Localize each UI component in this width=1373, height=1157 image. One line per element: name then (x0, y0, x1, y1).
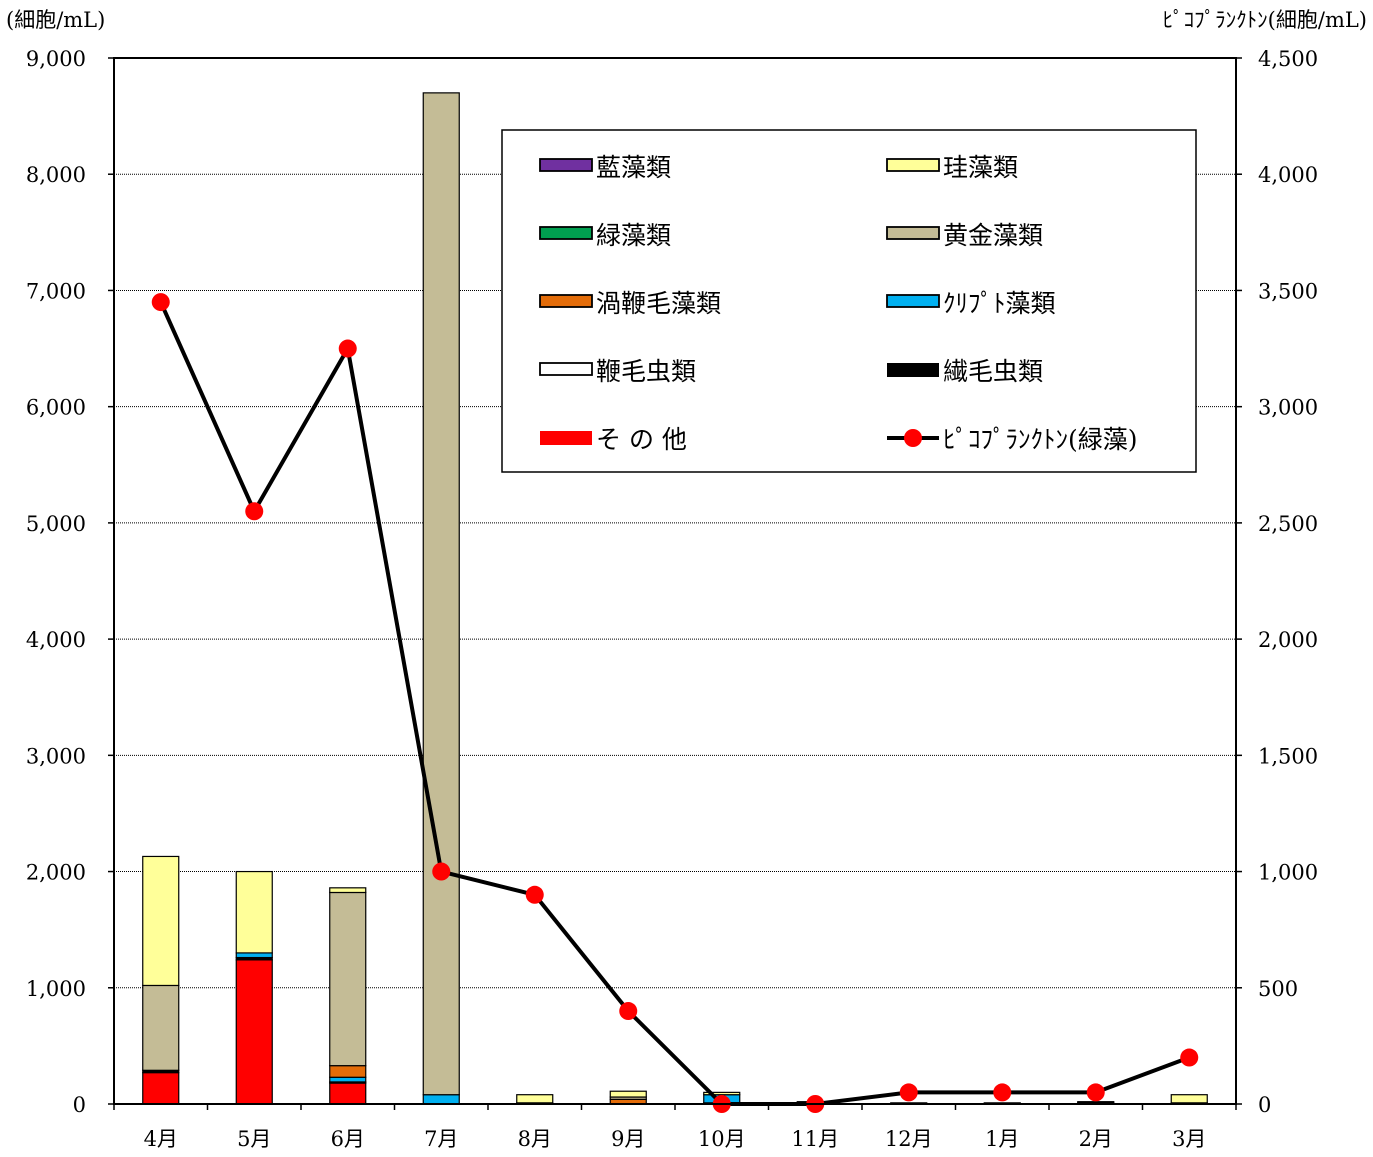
picoplankton-line (158, 301, 1190, 1106)
legend-swatch (887, 363, 939, 377)
right-axis-tick-label: 1,000 (1258, 861, 1318, 885)
legend-swatch (539, 294, 593, 308)
bar-segment (609, 1090, 647, 1098)
x-axis-tick-label: 6月 (331, 1127, 365, 1151)
right-axis-tick-label: 0 (1258, 1093, 1271, 1117)
legend-box (501, 129, 1197, 473)
bar-segment (329, 891, 367, 1067)
x-axis-tick-label: 5月 (237, 1127, 271, 1151)
legend-swatch (539, 226, 593, 240)
bar-segment (235, 959, 273, 1105)
x-axis-tick-label: 9月 (611, 1127, 645, 1151)
bar-segment (422, 1094, 460, 1105)
picoplankton-point (338, 339, 357, 358)
bar-segment (422, 92, 460, 1096)
bar-segment (235, 870, 273, 954)
bar-segment (329, 887, 367, 894)
bar-segment (329, 1082, 367, 1105)
picoplankton-point (619, 1002, 638, 1021)
left-axis-tick-label: 3,000 (26, 744, 86, 768)
left-axis-tick-label: 2,000 (26, 861, 86, 885)
axes: 0 1,000 2,000 3,000 4,000 5,000 6,000 7,000 8,00… (26, 47, 1318, 1151)
x-axis-tick-label: 4月 (144, 1127, 178, 1151)
left-axis-tick-label: 8,000 (26, 163, 86, 187)
legend-label: 藍藻類 (596, 153, 671, 182)
left-axis-tick-label: 4,000 (26, 628, 86, 652)
legend-swatch (539, 158, 593, 172)
legend-label: 緑藻類 (596, 221, 671, 250)
bar-segment (142, 984, 180, 1071)
bar-segment (142, 1072, 180, 1105)
x-axis-tick-label: 11月 (791, 1127, 839, 1151)
legend-label: 黄金藻類 (943, 221, 1043, 250)
legend-label: 珪藻類 (943, 153, 1018, 182)
right-axis-tick-label: 3,500 (1258, 279, 1318, 303)
line-layer (151, 293, 1199, 1113)
bars (142, 92, 1208, 1105)
legend-marker (904, 429, 922, 447)
right-axis-tick-label: 4,000 (1258, 163, 1318, 187)
x-axis-tick-label: 2月 (1079, 1127, 1113, 1151)
x-axis-tick-label: 8月 (518, 1127, 552, 1151)
picoplankton-point (899, 1083, 918, 1102)
left-axis-tick-label: 0 (73, 1093, 86, 1117)
x-axis-tick-label: 12月 (885, 1127, 933, 1151)
legend-swatch (886, 158, 940, 172)
x-axis-tick-label: 1月 (985, 1127, 1019, 1151)
picoplankton-point (525, 885, 544, 904)
right-axis-tick-label: 3,000 (1258, 396, 1318, 420)
x-axis-tick-label: 7月 (424, 1127, 458, 1151)
left-axis-tick-label: 7,000 (26, 279, 86, 303)
legend-swatch (886, 226, 940, 240)
right-axis-tick-label: 4,500 (1258, 47, 1318, 71)
legend-label: 渦鞭毛藻類 (596, 289, 721, 318)
bar-segment (235, 952, 273, 959)
left-axis-tick-label: 5,000 (26, 512, 86, 536)
left-axis-tick-label: 6,000 (26, 396, 86, 420)
picoplankton-point (245, 502, 264, 521)
bar-segment (1170, 1094, 1208, 1104)
bar-segment (1077, 1101, 1115, 1104)
right-axis-tick-label: 1,500 (1258, 744, 1318, 768)
left-axis-unit-label: (細胞/mL) (6, 8, 106, 32)
picoplankton-point (1086, 1083, 1105, 1102)
x-axis-tick-label: 10月 (698, 1127, 746, 1151)
bar-segment (329, 1076, 367, 1083)
left-axis-tick-label: 1,000 (26, 977, 86, 1001)
legend-label: 鞭毛虫類 (596, 357, 696, 386)
x-axis-tick-label: 3月 (1172, 1127, 1206, 1151)
picoplankton-point (1180, 1048, 1199, 1067)
right-axis-tick-label: 500 (1258, 977, 1298, 1001)
legend-label: 繊毛虫類 (943, 357, 1043, 386)
legend-swatch (539, 362, 593, 376)
picoplankton-point (993, 1083, 1012, 1102)
left-axis-tick-label: 9,000 (26, 47, 86, 71)
legend-label: そ の 他 (596, 425, 687, 454)
legend-label: ｸﾘﾌﾟﾄ藻類 (943, 289, 1056, 318)
bar-segment (516, 1094, 554, 1104)
bar-segment (703, 1091, 741, 1096)
right-axis-tick-label: 2,500 (1258, 512, 1318, 536)
bar-segment (142, 855, 180, 987)
bar-segment (329, 1065, 367, 1078)
picoplankton-point (432, 862, 451, 881)
legend-swatch (886, 294, 940, 308)
legend-label: ﾋﾟｺﾌﾟﾗﾝｸﾄﾝ(緑藻) (943, 425, 1138, 454)
right-axis-unit-label: ﾋﾟｺﾌﾟﾗﾝｸﾄﾝ(細胞/mL) (1162, 8, 1367, 32)
legend-swatch (540, 431, 592, 445)
right-axis-tick-label: 2,000 (1258, 628, 1318, 652)
picoplankton-point (151, 293, 170, 312)
